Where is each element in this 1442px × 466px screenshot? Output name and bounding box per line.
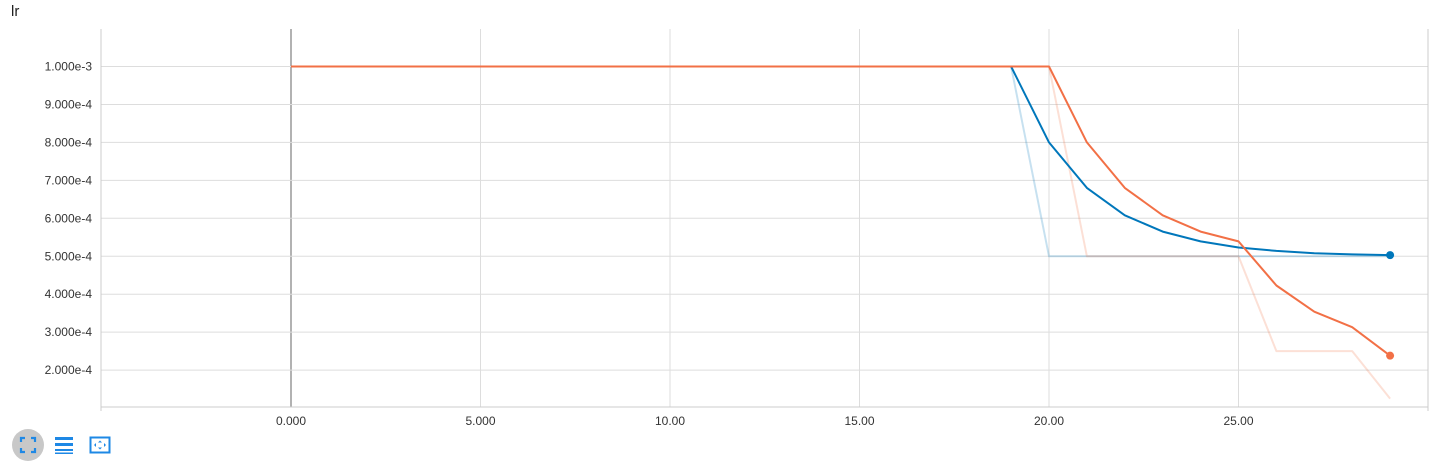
fit-domain-button[interactable] (84, 429, 116, 461)
y-tick-label: 3.000e-4 (45, 325, 93, 339)
series-line-raw (291, 65, 1391, 258)
fit-domain-icon (89, 436, 111, 454)
series-line-raw (291, 65, 1391, 400)
x-tick-label: 0.000 (276, 414, 306, 428)
x-tick-label: 20.00 (1034, 414, 1064, 428)
x-tick-label: 10.00 (655, 414, 685, 428)
series-endpoint-marker (1386, 251, 1395, 260)
y-tick-label: 4.000e-4 (45, 287, 93, 301)
y-tick-label: 7.000e-4 (45, 173, 93, 187)
chart-toolbar (12, 429, 116, 461)
x-tick-label: 5.000 (465, 414, 495, 428)
y-tick-label: 5.000e-4 (45, 249, 93, 263)
chart-title: lr (11, 3, 20, 20)
y-tick-label: 6.000e-4 (45, 211, 93, 225)
y-tick-label: 1.000e-3 (45, 60, 93, 74)
fullscreen-icon (19, 436, 37, 454)
toggle-log-list-button[interactable] (48, 429, 80, 461)
series-endpoint-marker (1386, 351, 1395, 360)
x-tick-label: 15.00 (844, 414, 874, 428)
fullscreen-button[interactable] (12, 429, 44, 461)
x-tick-label: 25.00 (1223, 414, 1253, 428)
series-line-smoothed (291, 65, 1391, 357)
series-line-smoothed (291, 65, 1391, 257)
y-tick-label: 9.000e-4 (45, 97, 93, 111)
list-icon (55, 437, 73, 454)
y-tick-label: 8.000e-4 (45, 135, 93, 149)
y-tick-label: 2.000e-4 (45, 363, 93, 377)
